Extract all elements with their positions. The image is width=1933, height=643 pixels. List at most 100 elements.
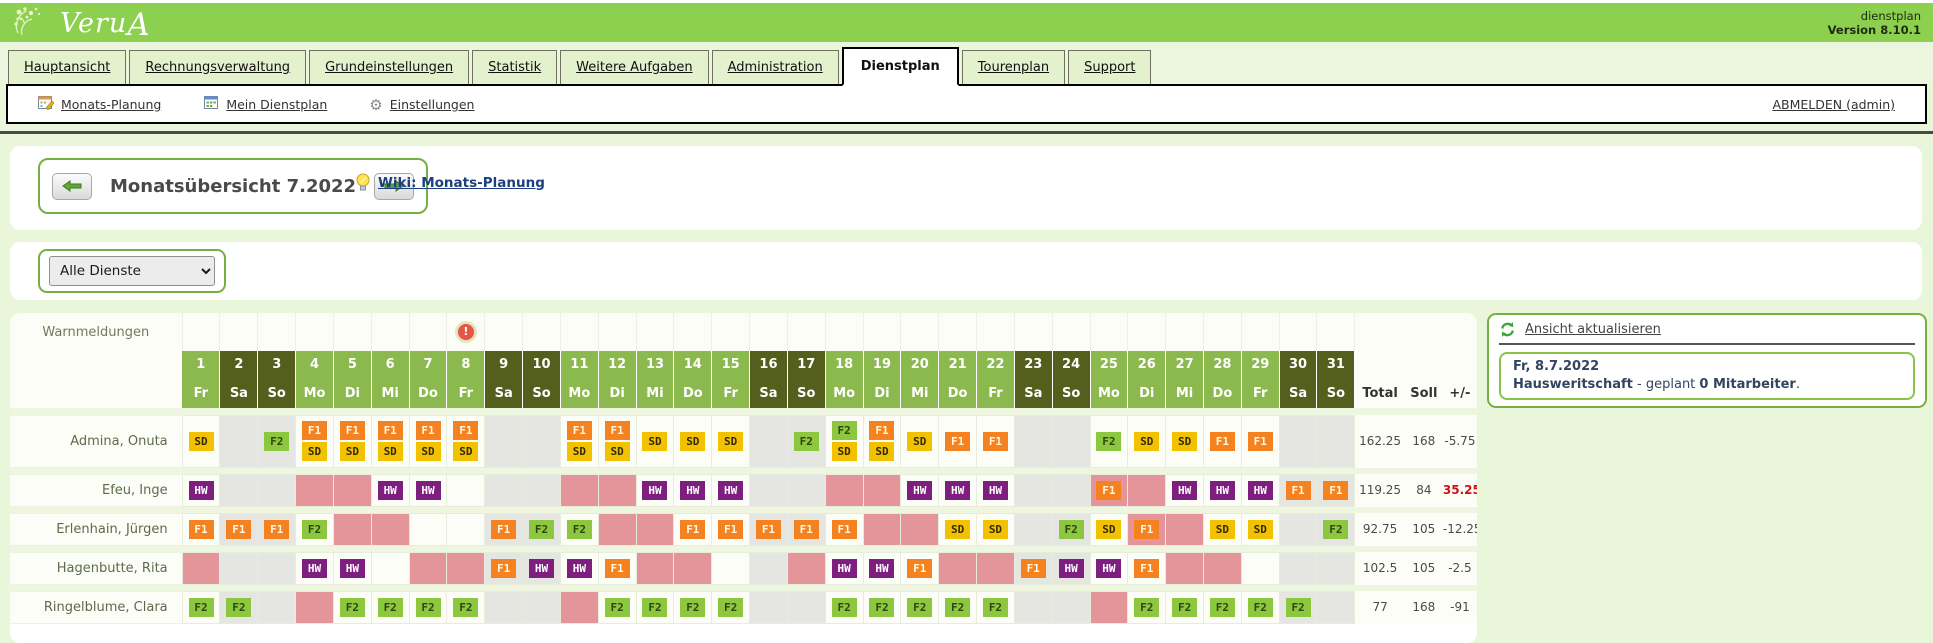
roster-cell-ringelblume-29[interactable]: F2 xyxy=(1240,590,1280,624)
roster-cell-erlenhain-24[interactable]: F2 xyxy=(1051,512,1091,546)
roster-cell-efeu-9[interactable] xyxy=(484,473,524,507)
roster-cell-ringelblume-21[interactable]: F2 xyxy=(938,590,978,624)
roster-cell-ringelblume-18[interactable]: F2 xyxy=(824,590,864,624)
roster-cell-efeu-3[interactable] xyxy=(257,473,297,507)
roster-cell-admina-30[interactable] xyxy=(1278,414,1318,468)
roster-cell-efeu-1[interactable]: HW xyxy=(181,473,221,507)
roster-cell-erlenhain-31[interactable]: F2 xyxy=(1316,512,1356,546)
roster-cell-admina-17[interactable]: F2 xyxy=(786,414,826,468)
roster-cell-ringelblume-28[interactable]: F2 xyxy=(1203,590,1242,624)
roster-cell-efeu-26[interactable] xyxy=(1127,473,1167,507)
roster-cell-efeu-15[interactable]: HW xyxy=(711,473,751,507)
roster-cell-hagenbutte-15[interactable] xyxy=(711,551,751,585)
roster-cell-ringelblume-20[interactable]: F2 xyxy=(900,590,940,624)
roster-cell-efeu-17[interactable] xyxy=(786,473,826,507)
roster-cell-admina-7[interactable]: F1 SD xyxy=(408,414,448,468)
roster-cell-ringelblume-15[interactable]: F2 xyxy=(711,590,751,624)
roster-cell-hagenbutte-28[interactable] xyxy=(1203,551,1242,585)
roster-cell-hagenbutte-6[interactable] xyxy=(370,551,410,585)
roster-cell-efeu-4[interactable] xyxy=(295,473,334,507)
roster-cell-ringelblume-17[interactable] xyxy=(786,590,826,624)
tab-weitere-aufgaben[interactable]: Weitere Aufgaben xyxy=(560,50,709,84)
roster-cell-erlenhain-12[interactable] xyxy=(597,512,637,546)
roster-cell-hagenbutte-23[interactable]: F1 xyxy=(1013,551,1053,585)
roster-cell-hagenbutte-17[interactable] xyxy=(786,551,826,585)
roster-cell-erlenhain-30[interactable] xyxy=(1278,512,1318,546)
roster-cell-efeu-12[interactable] xyxy=(597,473,637,507)
roster-cell-admina-18[interactable]: F2 SD xyxy=(824,414,864,468)
roster-cell-efeu-20[interactable]: HW xyxy=(900,473,940,507)
roster-cell-erlenhain-22[interactable]: SD xyxy=(976,512,1015,546)
roster-cell-erlenhain-10[interactable]: F2 xyxy=(522,512,561,546)
tab-support[interactable]: Support xyxy=(1068,50,1152,84)
roster-cell-hagenbutte-31[interactable] xyxy=(1316,551,1356,585)
roster-cell-admina-16[interactable] xyxy=(749,414,788,468)
roster-cell-hagenbutte-5[interactable]: HW xyxy=(332,551,372,585)
roster-cell-erlenhain-11[interactable]: F2 xyxy=(559,512,599,546)
roster-cell-ringelblume-1[interactable]: F2 xyxy=(181,590,221,624)
roster-cell-erlenhain-8[interactable] xyxy=(446,512,486,546)
roster-cell-hagenbutte-26[interactable]: F1 xyxy=(1127,551,1167,585)
roster-cell-ringelblume-19[interactable]: F2 xyxy=(862,590,902,624)
roster-cell-efeu-28[interactable]: HW xyxy=(1203,473,1242,507)
roster-cell-ringelblume-13[interactable]: F2 xyxy=(635,590,675,624)
roster-cell-erlenhain-27[interactable] xyxy=(1165,512,1204,546)
prev-month-button[interactable] xyxy=(52,172,92,200)
roster-cell-erlenhain-6[interactable] xyxy=(370,512,410,546)
tab-rechnungsverwaltung[interactable]: Rechnungsverwaltung xyxy=(129,50,307,84)
roster-cell-hagenbutte-20[interactable]: F1 xyxy=(900,551,940,585)
roster-cell-erlenhain-17[interactable]: F1 xyxy=(786,512,826,546)
roster-cell-ringelblume-8[interactable]: F2 xyxy=(446,590,486,624)
roster-cell-erlenhain-14[interactable]: F1 xyxy=(673,512,713,546)
roster-cell-erlenhain-13[interactable] xyxy=(635,512,675,546)
roster-cell-admina-29[interactable]: F1 xyxy=(1240,414,1280,468)
toolbar-link-einstellungen[interactable]: Einstellungen xyxy=(389,96,475,112)
toolbar-link-monats-planung[interactable]: Monats-Planung xyxy=(61,96,162,112)
roster-cell-ringelblume-10[interactable] xyxy=(522,590,561,624)
roster-cell-efeu-21[interactable]: HW xyxy=(938,473,978,507)
roster-cell-admina-25[interactable]: F2 xyxy=(1089,414,1129,468)
roster-cell-efeu-25[interactable]: F1 xyxy=(1089,473,1129,507)
roster-cell-erlenhain-20[interactable] xyxy=(900,512,940,546)
roster-cell-ringelblume-16[interactable] xyxy=(749,590,788,624)
roster-cell-admina-2[interactable] xyxy=(219,414,259,468)
roster-cell-efeu-13[interactable]: HW xyxy=(635,473,675,507)
employee-name-hagenbutte-rita[interactable]: Hagenbutte, Rita xyxy=(10,551,183,585)
roster-cell-efeu-6[interactable]: HW xyxy=(370,473,410,507)
roster-cell-ringelblume-3[interactable] xyxy=(257,590,297,624)
roster-cell-erlenhain-23[interactable] xyxy=(1013,512,1053,546)
roster-cell-efeu-27[interactable]: HW xyxy=(1165,473,1204,507)
roster-cell-erlenhain-3[interactable]: F1 xyxy=(257,512,297,546)
roster-cell-ringelblume-24[interactable] xyxy=(1051,590,1091,624)
roster-cell-hagenbutte-19[interactable]: HW xyxy=(862,551,902,585)
roster-cell-efeu-14[interactable]: HW xyxy=(673,473,713,507)
roster-cell-ringelblume-12[interactable]: F2 xyxy=(597,590,637,624)
roster-cell-hagenbutte-10[interactable]: HW xyxy=(522,551,561,585)
roster-cell-efeu-7[interactable]: HW xyxy=(408,473,448,507)
employee-name-efeu-inge[interactable]: Efeu, Inge xyxy=(10,473,183,507)
roster-cell-hagenbutte-9[interactable]: F1 xyxy=(484,551,524,585)
roster-cell-admina-10[interactable] xyxy=(522,414,561,468)
roster-cell-erlenhain-26[interactable]: F1 xyxy=(1127,512,1167,546)
roster-cell-admina-5[interactable]: F1 SD xyxy=(332,414,372,468)
roster-cell-hagenbutte-21[interactable] xyxy=(938,551,978,585)
roster-cell-hagenbutte-14[interactable] xyxy=(673,551,713,585)
roster-cell-admina-23[interactable] xyxy=(1013,414,1053,468)
roster-cell-ringelblume-5[interactable]: F2 xyxy=(332,590,372,624)
roster-cell-ringelblume-11[interactable] xyxy=(559,590,599,624)
roster-cell-efeu-11[interactable] xyxy=(559,473,599,507)
roster-cell-admina-15[interactable]: SD xyxy=(711,414,751,468)
logout-link[interactable]: ABMELDEN (admin) xyxy=(1772,96,1895,112)
roster-cell-erlenhain-2[interactable]: F1 xyxy=(219,512,259,546)
roster-cell-admina-3[interactable]: F2 xyxy=(257,414,297,468)
roster-cell-erlenhain-5[interactable] xyxy=(332,512,372,546)
roster-cell-ringelblume-7[interactable]: F2 xyxy=(408,590,448,624)
roster-cell-admina-26[interactable]: SD xyxy=(1127,414,1167,468)
roster-cell-ringelblume-2[interactable]: F2 xyxy=(219,590,259,624)
roster-cell-efeu-18[interactable] xyxy=(824,473,864,507)
roster-cell-admina-9[interactable] xyxy=(484,414,524,468)
roster-cell-hagenbutte-27[interactable] xyxy=(1165,551,1204,585)
roster-cell-hagenbutte-24[interactable]: HW xyxy=(1051,551,1091,585)
roster-cell-efeu-29[interactable]: HW xyxy=(1240,473,1280,507)
tab-hauptansicht[interactable]: Hauptansicht xyxy=(8,50,127,84)
